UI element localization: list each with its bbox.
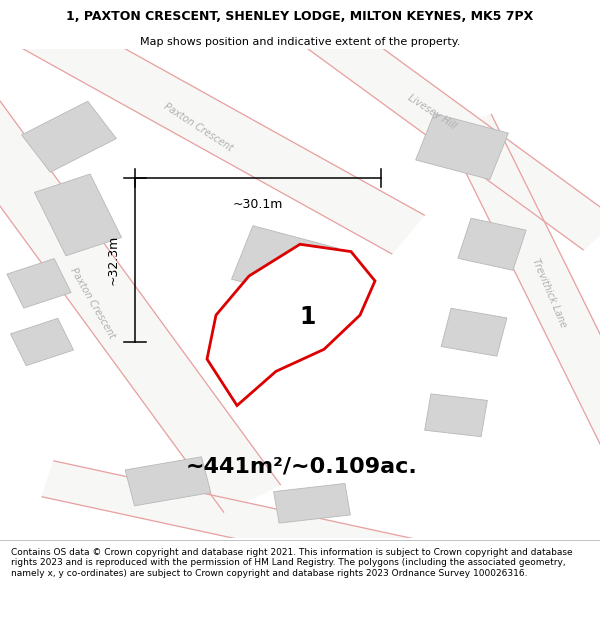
Polygon shape [295,9,600,250]
Polygon shape [10,318,74,366]
Polygon shape [458,218,526,271]
Polygon shape [232,226,338,302]
Polygon shape [207,244,375,406]
Polygon shape [274,484,350,523]
Text: Map shows position and indicative extent of the property.: Map shows position and indicative extent… [140,36,460,47]
Polygon shape [441,308,507,356]
Text: 1: 1 [299,305,316,329]
Polygon shape [416,114,508,179]
Polygon shape [14,5,424,254]
Text: Trevithick Lane: Trevithick Lane [530,257,568,329]
Text: ~30.1m: ~30.1m [233,198,283,211]
Polygon shape [42,461,438,580]
Polygon shape [22,101,116,172]
Polygon shape [34,174,122,256]
Text: Paxton Crescent: Paxton Crescent [162,101,234,153]
Polygon shape [7,259,71,308]
Text: ~441m²/~0.109ac.: ~441m²/~0.109ac. [186,457,418,477]
Text: ~32.3m: ~32.3m [107,235,120,285]
Text: Contains OS data © Crown copyright and database right 2021. This information is : Contains OS data © Crown copyright and d… [11,548,572,578]
Polygon shape [125,457,211,506]
Polygon shape [0,74,280,512]
Polygon shape [425,394,487,437]
Text: 1, PAXTON CRESCENT, SHENLEY LODGE, MILTON KEYNES, MK5 7PX: 1, PAXTON CRESCENT, SHENLEY LODGE, MILTO… [67,10,533,22]
Text: Livesey Hill: Livesey Hill [406,93,458,132]
Polygon shape [445,114,600,457]
Text: Paxton Crescent: Paxton Crescent [68,266,118,340]
